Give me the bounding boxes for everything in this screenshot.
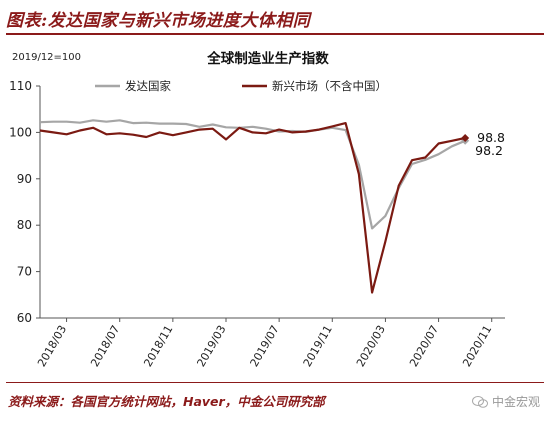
unit-note: 2019/12=100	[12, 52, 81, 63]
x-tick-label: 2018/11	[141, 323, 175, 369]
end-label-developed: 98.2	[475, 143, 503, 158]
line-chart: 2019/12=100 全球制造业生产指数 发达国家 新兴市场（不含中国） 60…	[9, 50, 505, 369]
chart-title: 全球制造业生产指数	[206, 50, 329, 67]
y-tick-label: 90	[17, 172, 32, 186]
watermark: 中金宏观	[471, 393, 540, 410]
source-divider	[6, 382, 544, 383]
x-tick-label: 2020/11	[460, 323, 494, 369]
legend-label-emerging: 新兴市场（不含中国）	[272, 79, 387, 93]
x-tick-label: 2019/11	[301, 323, 335, 369]
y-tick-label: 100	[9, 125, 32, 139]
y-tick-label: 70	[17, 265, 32, 279]
title-divider	[6, 33, 544, 35]
y-tick-label: 80	[17, 218, 32, 232]
legend-label-developed: 发达国家	[125, 79, 171, 93]
y-tick-label: 110	[9, 79, 32, 93]
series-line-developed	[39, 119, 466, 230]
figure-title: 图表:发达国家与新兴市场进度大体相同	[6, 11, 311, 31]
end-marker-emerging	[461, 133, 470, 142]
wechat-icon	[471, 395, 488, 408]
legend: 发达国家 新兴市场（不含中国）	[95, 79, 387, 93]
watermark-text: 中金宏观	[491, 395, 540, 409]
x-tick-label: 2018/07	[88, 323, 122, 369]
x-tick-label: 2019/07	[248, 323, 282, 369]
x-tick-label: 2019/03	[194, 323, 228, 369]
end-label-emerging: 98.8	[477, 130, 505, 145]
x-tick-label: 2020/03	[354, 323, 388, 369]
source-note: 资料来源：各国官方统计网站，Haver，中金公司研究部	[8, 394, 325, 409]
x-tick-label: 2020/07	[407, 323, 441, 369]
series-line-emerging	[39, 121, 466, 294]
y-tick-label: 60	[17, 311, 32, 325]
x-tick-label: 2018/03	[35, 323, 69, 369]
series-group	[39, 119, 470, 294]
end-labels: 98.898.2	[475, 130, 505, 158]
